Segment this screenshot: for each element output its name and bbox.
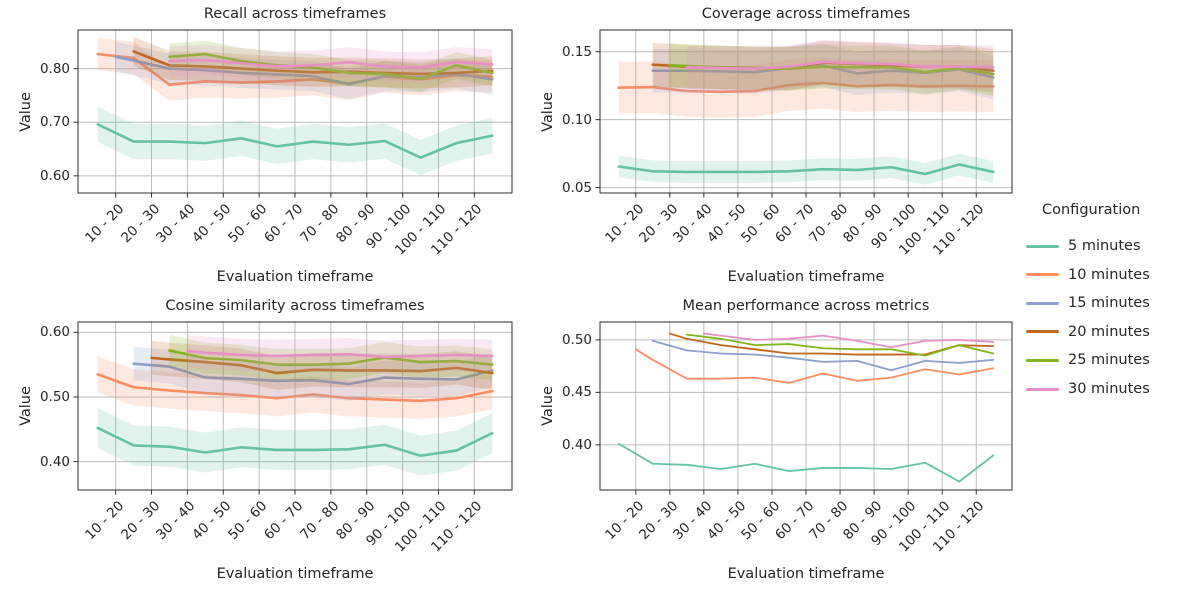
- subplot-title-mean-performance: Mean performance across metrics: [682, 298, 930, 314]
- y-tick-label: 0.70: [39, 114, 70, 131]
- y-tick-label: 0.50: [39, 388, 70, 405]
- series-line-15-minutes: [132, 362, 494, 386]
- legend-item-label: 10 minutes: [1068, 266, 1150, 283]
- confidence-band-10-minutes: [97, 356, 493, 419]
- subplot-cosine-similarity: [73, 321, 513, 495]
- confidence-band-25-minutes: [169, 334, 493, 381]
- series-line-10-minutes: [617, 81, 995, 94]
- legend-item-label: 15 minutes: [1068, 295, 1150, 312]
- legend-line-swatch: [1026, 358, 1059, 362]
- y-tick-label: 0.60: [39, 167, 70, 184]
- legend-line-swatch: [1026, 387, 1059, 391]
- legend-item-label: 25 minutes: [1068, 352, 1150, 369]
- legend-item-25-minutes: 25 minutes: [1026, 350, 1150, 370]
- y-tick-label: 0.60: [39, 324, 70, 341]
- y-tick-label: 0.40: [561, 436, 592, 453]
- series-line-5-minutes: [96, 123, 494, 159]
- series-line-10-minutes: [96, 373, 494, 403]
- confidence-band-15-minutes: [133, 346, 493, 401]
- y-tick-label: 0.45: [561, 384, 592, 401]
- legend-title: Configuration: [1042, 202, 1141, 218]
- legend-item-10-minutes: 10 minutes: [1026, 265, 1150, 285]
- confidence-band-30-minutes: [686, 40, 994, 91]
- series-line-30-minutes: [702, 332, 995, 349]
- confidence-band-5-minutes: [97, 407, 493, 476]
- y-tick-label: 0.15: [561, 43, 592, 60]
- series-line-10-minutes: [96, 52, 494, 86]
- legend-line-swatch: [1026, 330, 1059, 334]
- x-axis-label: Evaluation timeframe: [727, 269, 885, 285]
- legend-item-label: 20 minutes: [1068, 323, 1150, 340]
- legend-item-5-minutes: 5 minutes: [1026, 236, 1141, 256]
- y-axis-label: Value: [540, 91, 556, 132]
- legend-line-swatch: [1026, 301, 1059, 305]
- subplot-title-recall: Recall across timeframes: [203, 6, 387, 22]
- y-tick-label: 0.40: [39, 453, 70, 470]
- legend-line-swatch: [1026, 273, 1059, 277]
- x-axis-label: Evaluation timeframe: [216, 269, 374, 285]
- series-line-30-minutes: [186, 349, 494, 359]
- x-axis-label: Evaluation timeframe: [216, 566, 374, 582]
- y-tick-label: 0.05: [561, 179, 592, 196]
- series-line-30-minutes: [685, 60, 995, 71]
- series-line-5-minutes: [617, 442, 995, 483]
- legend-item-15-minutes: 15 minutes: [1026, 293, 1150, 313]
- y-axis-label: Value: [18, 386, 34, 426]
- y-axis-label: Value: [540, 386, 556, 426]
- subplot-mean-performance: [595, 321, 1013, 495]
- subplot-coverage: [595, 29, 1013, 198]
- legend-line-swatch: [1026, 244, 1059, 248]
- legend-item-30-minutes: 30 minutes: [1026, 379, 1150, 399]
- series-line-5-minutes: [617, 163, 995, 176]
- confidence-band-15-minutes: [652, 43, 994, 100]
- confidence-band-5-minutes: [97, 106, 493, 176]
- y-tick-label: 0.80: [39, 60, 70, 77]
- series-line-25-minutes: [168, 52, 494, 81]
- series-line-25-minutes: [685, 333, 995, 357]
- x-axis-label: Evaluation timeframe: [727, 566, 885, 582]
- y-axis-label: Value: [18, 91, 34, 132]
- series-line-25-minutes: [168, 349, 494, 366]
- series-line-15-minutes: [651, 339, 995, 372]
- subplot-title-cosine-similarity: Cosine similarity across timeframes: [165, 298, 425, 314]
- series-line-20-minutes: [150, 356, 494, 375]
- series-line-10-minutes: [634, 348, 995, 384]
- confidence-band-25-minutes: [669, 43, 994, 96]
- series-line-5-minutes: [96, 426, 494, 458]
- legend-item-label: 30 minutes: [1068, 381, 1150, 397]
- legend-item-label: 5 minutes: [1068, 238, 1141, 254]
- legend-item-20-minutes: 20 minutes: [1026, 322, 1150, 342]
- series-line-30-minutes: [168, 58, 494, 69]
- subplot-recall: [73, 29, 513, 198]
- confidence-band-25-minutes: [169, 40, 493, 93]
- confidence-band-10-minutes: [97, 38, 493, 101]
- subplot-title-coverage: Coverage across timeframes: [701, 6, 911, 22]
- y-tick-label: 0.10: [561, 111, 592, 128]
- y-tick-label: 0.50: [561, 331, 592, 348]
